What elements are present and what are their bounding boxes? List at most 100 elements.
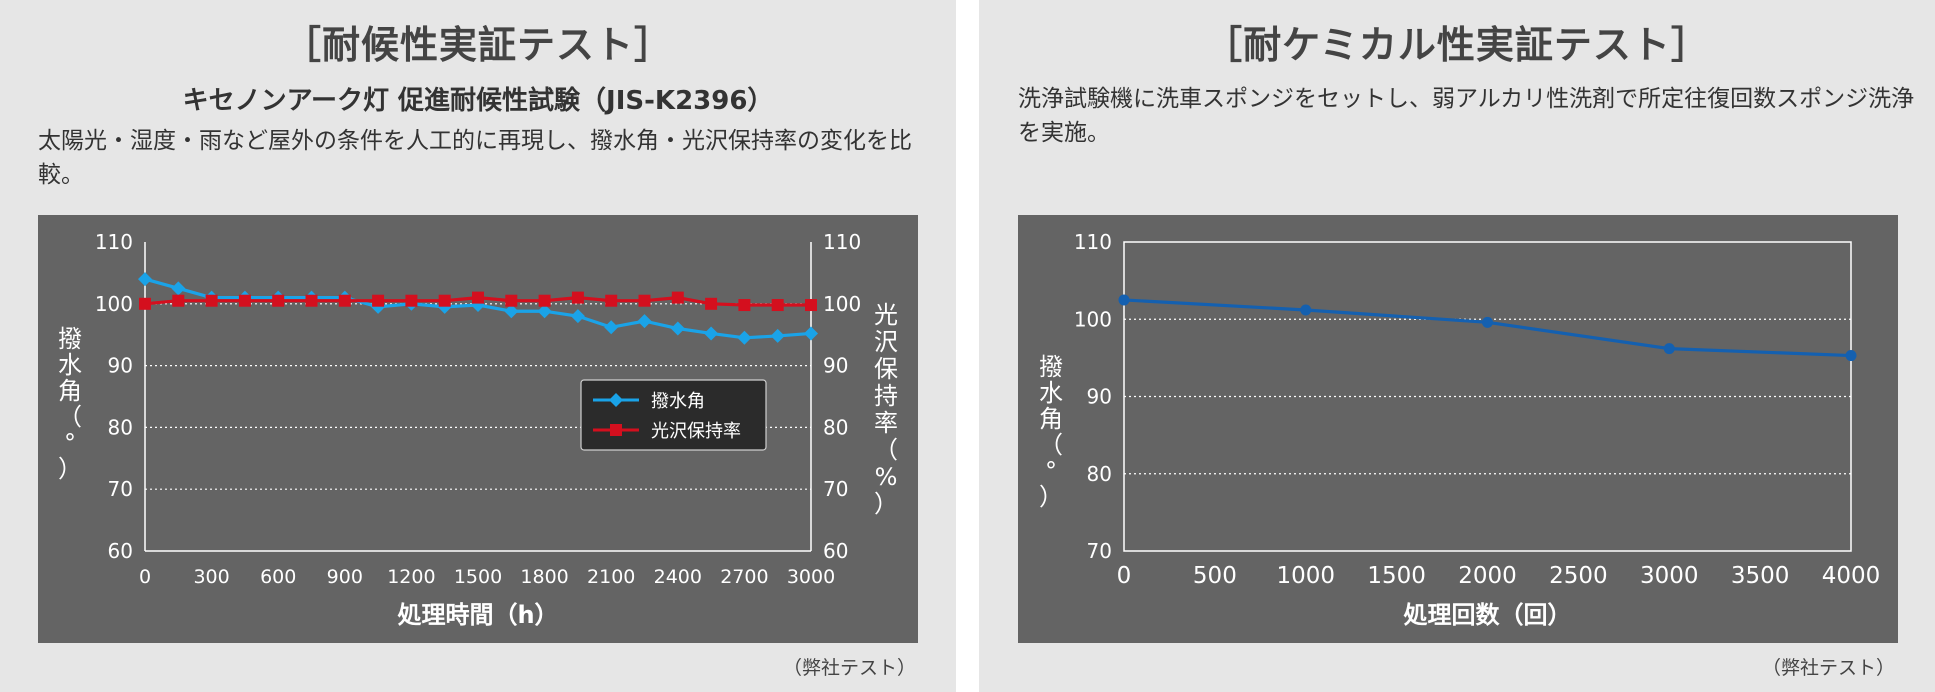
y2-tick-label: 100 xyxy=(823,292,861,316)
x-tick-label: 1500 xyxy=(454,566,502,588)
data-point xyxy=(671,291,684,304)
x-tick-label: 3000 xyxy=(1640,563,1699,589)
weather-test-description: 太陽光・湿度・雨など屋外の条件を人工的に再現し、撥水角・光沢保持率の変化を比較。 xyxy=(38,128,912,188)
y2-tick-label: 90 xyxy=(823,354,848,378)
data-point xyxy=(638,294,651,307)
x-tick-label: 2400 xyxy=(654,566,702,588)
data-point xyxy=(805,299,817,312)
data-point xyxy=(1118,294,1130,306)
chemical-test-description: 洗浄試験機に洗車スポンジをセットし、弱アルカリ性洗剤で所定往復回数スポンジ洗浄を… xyxy=(1018,86,1915,146)
data-point xyxy=(405,294,418,307)
y-axis-label-char: ° xyxy=(1045,457,1057,485)
data-point xyxy=(537,304,552,319)
data-point xyxy=(670,321,685,336)
data-point xyxy=(1300,304,1312,316)
legend-label: 撥水角 xyxy=(651,391,705,412)
x-tick-label: 2700 xyxy=(720,566,768,588)
data-point xyxy=(538,294,551,307)
y2-axis-label-char: （ xyxy=(874,436,898,464)
y-tick-label: 100 xyxy=(95,292,133,316)
chemical-chart: 70 80 90 100 110 0 500 1000 1500 2000 2500 3000 3500… xyxy=(1018,215,1898,643)
chemical-test-title: ［耐ケミカル性実証テスト］ xyxy=(1204,23,1710,67)
legend-marker xyxy=(609,393,623,407)
x-tick-label: 4000 xyxy=(1822,563,1881,589)
weather-chart-svg: 60 70 80 90 100 110 60 70 80 90 100 110 0 300 600 900 12… xyxy=(58,230,898,629)
x-tick-label: 2100 xyxy=(587,566,635,588)
x-tick-label: 1000 xyxy=(1276,563,1335,589)
weather-test-note: （弊社テスト） xyxy=(782,657,916,679)
y-tick-label: 60 xyxy=(108,539,133,563)
data-point xyxy=(604,320,619,335)
y2-axis-label-char: 光 xyxy=(874,301,898,329)
y-tick-label: 110 xyxy=(1074,230,1112,254)
x-tick-label: 2000 xyxy=(1458,563,1517,589)
data-point xyxy=(1663,343,1675,355)
data-point xyxy=(605,294,618,307)
data-point xyxy=(172,294,185,307)
legend-label: 光沢保持率 xyxy=(651,421,741,442)
data-point xyxy=(704,326,719,341)
y-axis-label-char: 水 xyxy=(1039,379,1063,407)
data-point xyxy=(238,294,251,307)
y-tick-label: 70 xyxy=(108,477,133,501)
data-point xyxy=(438,294,451,307)
y-axis-label-char: 撥 xyxy=(58,325,82,353)
data-point xyxy=(372,294,385,307)
y-tick-label: 90 xyxy=(1087,385,1112,409)
data-point xyxy=(571,291,584,304)
y-axis-label-char: ） xyxy=(58,455,82,483)
data-point xyxy=(504,304,519,319)
data-point xyxy=(272,294,285,307)
data-point xyxy=(570,309,585,324)
x-tick-label: 300 xyxy=(193,566,229,588)
y-axis-label-char: （ xyxy=(58,403,82,431)
x-axis-label: 処理回数（回） xyxy=(1404,601,1572,629)
legend-marker xyxy=(610,424,622,436)
y2-axis-label-char: 保 xyxy=(874,355,898,383)
y-tick-label: 90 xyxy=(108,354,133,378)
x-tick-label: 900 xyxy=(327,566,363,588)
x-tick-label: 0 xyxy=(139,566,151,588)
data-point xyxy=(737,330,752,345)
y-tick-label: 110 xyxy=(95,230,133,254)
y2-tick-label: 80 xyxy=(823,415,848,439)
data-point xyxy=(305,294,318,307)
data-point xyxy=(205,294,218,307)
chemical-test-panel: ［耐ケミカル性実証テスト］ 洗浄試験機に洗車スポンジをセットし、弱アルカリ性洗剤… xyxy=(979,0,1935,692)
y2-axis-label-char: ） xyxy=(874,490,898,518)
y-tick-label: 80 xyxy=(108,415,133,439)
chemical-chart-svg: 70 80 90 100 110 0 500 1000 1500 2000 2500 3000 3500… xyxy=(1039,230,1881,629)
data-point xyxy=(771,299,784,312)
data-point xyxy=(1482,316,1493,328)
y-axis-label-char: ° xyxy=(64,429,76,457)
weather-chart: 60 70 80 90 100 110 60 70 80 90 100 110 0 300 600 900 12… xyxy=(38,215,918,643)
y-tick-label: 70 xyxy=(1087,539,1112,563)
y2-axis-label-char: 持 xyxy=(874,382,898,410)
data-point xyxy=(338,294,351,307)
y2-tick-label: 70 xyxy=(823,477,848,501)
x-axis-label: 処理時間（h） xyxy=(397,601,558,629)
weather-test-title: ［耐候性実証テスト］ xyxy=(282,23,673,67)
x-tick-label: 0 xyxy=(1117,563,1132,589)
x-tick-label: 1200 xyxy=(387,566,435,588)
y2-tick-label: 60 xyxy=(823,539,848,563)
x-tick-label: 500 xyxy=(1193,563,1237,589)
y2-axis-label-char: % xyxy=(875,463,898,491)
data-point xyxy=(804,326,818,341)
y2-axis-label-char: 沢 xyxy=(874,328,898,356)
weather-test-panel: ［耐候性実証テスト］ キセノンアーク灯 促進耐候性試験（JIS-K2396） 太… xyxy=(0,0,956,692)
weather-test-subtitle: キセノンアーク灯 促進耐候性試験（JIS-K2396） xyxy=(182,86,774,116)
y2-tick-label: 110 xyxy=(823,230,861,254)
y-axis-label-char: （ xyxy=(1039,431,1063,459)
x-tick-label: 600 xyxy=(260,566,296,588)
x-tick-label: 1800 xyxy=(520,566,568,588)
data-point xyxy=(770,328,785,343)
y-axis-label-char: 角 xyxy=(1039,405,1063,433)
plot-frame xyxy=(1123,241,1852,552)
data-point xyxy=(138,272,152,287)
y-tick-label: 80 xyxy=(1087,462,1112,486)
data-point xyxy=(472,291,484,304)
data-point xyxy=(637,314,652,329)
x-tick-label: 1500 xyxy=(1367,563,1426,589)
data-point xyxy=(171,281,186,296)
